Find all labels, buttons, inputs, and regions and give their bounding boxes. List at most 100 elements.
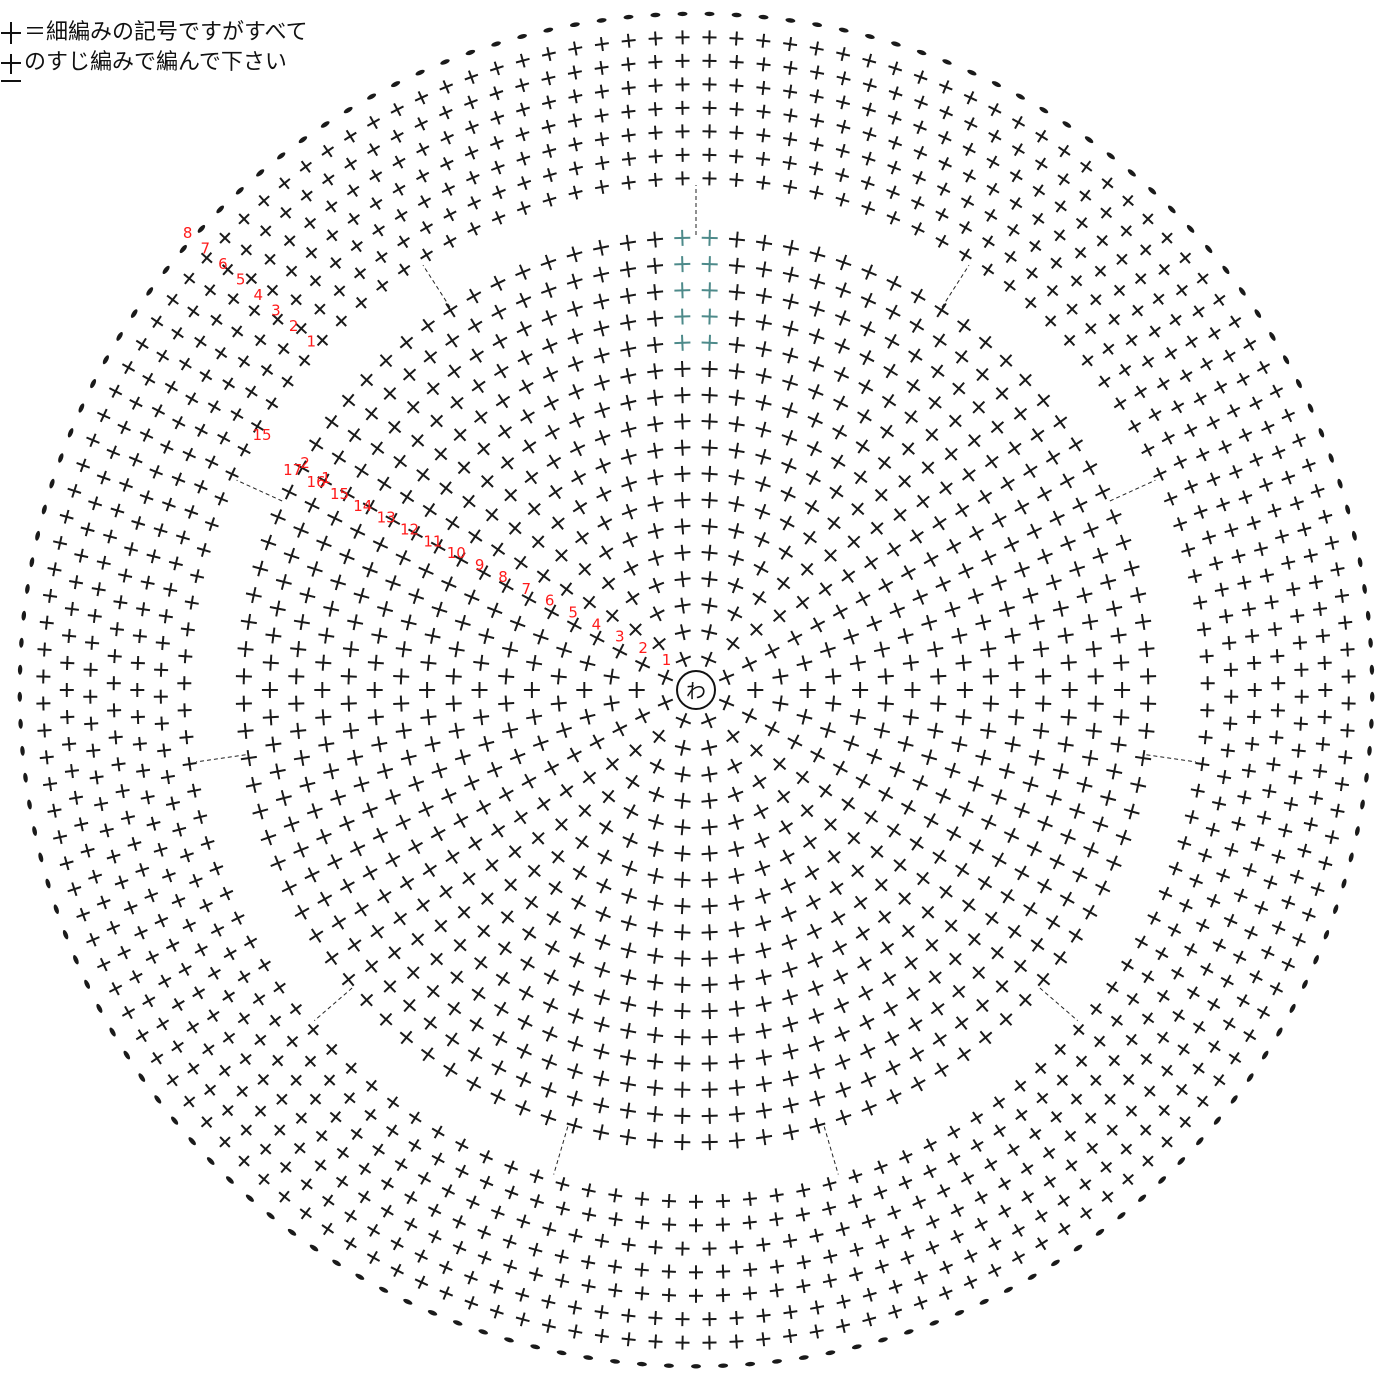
single-crochet-stitch: [551, 516, 565, 530]
single-crochet-stitch: [702, 100, 717, 115]
single-crochet-stitch: [1213, 293, 1226, 306]
single-crochet-stitch: [550, 668, 567, 685]
single-crochet-stitch: [1050, 256, 1063, 269]
single-crochet-stitch: [805, 894, 821, 910]
single-crochet-stitch: [353, 587, 370, 604]
single-crochet-stitch: [369, 169, 383, 183]
single-crochet-stitch: [674, 792, 691, 809]
single-crochet-stitch: [674, 492, 691, 509]
single-crochet-stitch: [571, 894, 587, 910]
single-crochet-stitch: [674, 282, 691, 299]
single-crochet-stitch: [423, 349, 438, 364]
single-crochet-stitch: [648, 577, 665, 594]
chain-stitch: [1369, 664, 1375, 675]
single-crochet-stitch: [467, 196, 482, 210]
single-crochet-stitch: [621, 476, 638, 493]
single-crochet-stitch: [1224, 689, 1239, 704]
single-crochet-stitch: [702, 1241, 717, 1256]
single-crochet-stitch: [467, 318, 483, 334]
single-crochet-stitch: [675, 651, 692, 668]
single-crochet-stitch: [574, 835, 590, 850]
single-crochet-stitch: [647, 1026, 664, 1044]
single-crochet-stitch: [418, 801, 434, 817]
single-crochet-stitch: [259, 1143, 272, 1155]
single-crochet-stitch: [1214, 380, 1228, 394]
single-crochet-stitch: [486, 761, 503, 778]
single-crochet-stitch: [986, 182, 1000, 196]
single-crochet-stitch: [240, 749, 257, 767]
single-crochet-stitch: [342, 641, 360, 658]
single-crochet-stitch: [1113, 284, 1126, 297]
single-crochet-stitch: [783, 60, 798, 75]
single-crochet-stitch: [728, 550, 744, 566]
single-crochet-stitch: [541, 1294, 556, 1309]
single-crochet-stitch: [728, 1053, 745, 1070]
single-crochet-stitch: [59, 856, 74, 871]
single-crochet-stitch: [504, 488, 518, 502]
single-crochet-stitch: [1185, 335, 1198, 348]
single-crochet-stitch: [305, 246, 318, 259]
single-crochet-stitch: [367, 1223, 381, 1237]
single-crochet-stitch: [702, 1312, 717, 1327]
single-crochet-stitch: [1110, 627, 1127, 644]
single-crochet-stitch: [1243, 1029, 1257, 1043]
single-crochet-stitch: [1294, 662, 1309, 677]
single-crochet-stitch: [522, 439, 537, 454]
single-crochet-stitch: [764, 643, 780, 659]
single-crochet-stitch: [434, 919, 448, 933]
single-crochet-stitch: [353, 776, 370, 793]
single-crochet-stitch: [1035, 129, 1049, 143]
single-crochet-stitch: [158, 609, 173, 624]
single-crochet-stitch: [1025, 267, 1039, 280]
single-crochet-stitch: [647, 1000, 664, 1017]
single-crochet-stitch: [420, 709, 437, 726]
single-crochet-stitch: [674, 256, 691, 273]
chain-stitch: [1369, 718, 1374, 729]
single-crochet-stitch: [901, 924, 915, 938]
single-crochet-stitch: [755, 942, 772, 959]
single-crochet-stitch: [471, 379, 486, 394]
single-crochet-stitch: [881, 971, 897, 987]
single-crochet-stitch: [932, 849, 947, 864]
single-crochet-stitch: [335, 315, 348, 327]
single-crochet-stitch: [769, 1188, 784, 1203]
single-crochet-stitch: [393, 695, 410, 712]
single-crochet-stitch: [938, 80, 953, 94]
single-crochet-stitch: [1214, 582, 1229, 597]
single-crochet-stitch: [294, 460, 310, 476]
single-crochet-stitch: [780, 878, 796, 894]
single-crochet-stitch: [395, 549, 411, 566]
chain-stitch: [1295, 379, 1302, 389]
single-crochet-stitch: [592, 1124, 610, 1141]
single-crochet-stitch: [86, 433, 100, 448]
single-crochet-stitch: [230, 408, 244, 422]
single-crochet-stitch: [904, 410, 919, 425]
single-crochet-stitch: [321, 144, 335, 158]
single-crochet-stitch: [1292, 433, 1306, 448]
single-crochet-stitch: [1318, 856, 1333, 871]
single-crochet-stitch: [207, 966, 221, 980]
single-crochet-stitch: [568, 384, 584, 400]
single-crochet-stitch: [1115, 829, 1132, 846]
single-crochet-stitch: [172, 415, 186, 430]
single-crochet-stitch: [1100, 573, 1117, 590]
single-crochet-stitch: [339, 815, 355, 832]
single-crochet-stitch: [607, 1259, 623, 1274]
single-crochet-stitch: [1208, 327, 1221, 340]
single-crochet-stitch: [972, 400, 986, 414]
single-crochet-stitch: [993, 1124, 1006, 1138]
single-crochet-stitch: [1069, 803, 1086, 819]
chain-stitch: [1365, 610, 1371, 621]
single-crochet-stitch: [1079, 1178, 1092, 1191]
single-crochet-stitch: [836, 1294, 851, 1309]
single-crochet-stitch: [597, 515, 613, 531]
single-crochet-stitch: [439, 80, 454, 94]
single-crochet-stitch: [702, 147, 717, 162]
single-crochet-stitch: [343, 129, 357, 143]
single-crochet-stitch: [1082, 904, 1098, 920]
single-crochet-stitch: [835, 254, 852, 271]
single-crochet-stitch: [106, 849, 121, 864]
chain-stitch: [491, 41, 501, 47]
single-crochet-stitch: [454, 614, 471, 631]
single-crochet-stitch: [1057, 627, 1074, 644]
